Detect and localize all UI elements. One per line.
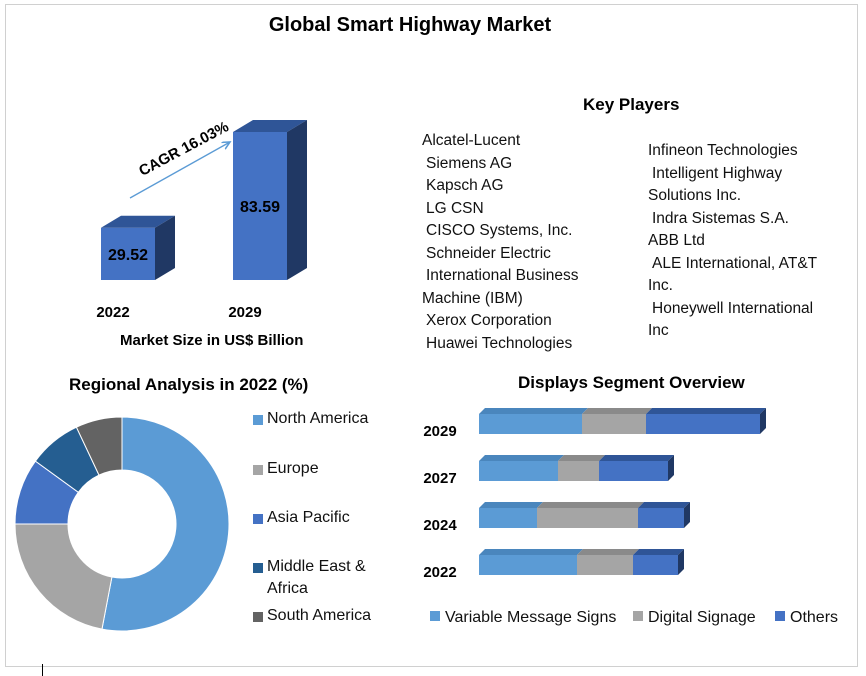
segment-bar-side-2024 <box>684 502 690 528</box>
key-player-right-6: Inc. <box>648 277 673 294</box>
bar-front-2029 <box>233 132 287 280</box>
main-title: Global Smart Highway Market <box>268 14 552 36</box>
segment-bar-top-2022-1 <box>577 549 639 555</box>
segment-bar-2024-variable-message-signs <box>479 508 537 528</box>
segment-bar-top-2027-1 <box>558 455 605 461</box>
segment-bar-top-2024-1 <box>537 502 644 508</box>
key-player-left-4: CISCO Systems, Inc. <box>426 222 573 239</box>
segment-bar-top-2024-2 <box>638 502 690 508</box>
key-player-left-0: Alcatel-Lucent <box>422 132 521 149</box>
bar-year-label-2029: 2029 <box>228 304 261 321</box>
legend-swatch-asia-pacific <box>253 514 263 524</box>
legend-swatch-south-america <box>253 612 263 622</box>
segment-bar-side-2027 <box>668 455 674 481</box>
donut-slice-north-america <box>101 416 230 632</box>
segment-year-label-2024: 2024 <box>423 517 457 534</box>
segment-bar-top-2027-2 <box>599 455 674 461</box>
segment-bar-2029-variable-message-signs <box>479 414 582 434</box>
legend-swatch-north-america <box>253 415 263 425</box>
bar-front-2022 <box>101 227 155 280</box>
key-players-right-list: Infineon Technologies Intelligent Highway… <box>648 140 817 343</box>
key-player-right-4: ABB Ltd <box>648 232 705 249</box>
segment-bar-2024-others <box>638 508 684 528</box>
key-player-left-7: Machine (IBM) <box>422 289 523 307</box>
key-player-right-3: Indra Sistemas S.A. <box>652 209 789 227</box>
segment-legend-label-digital: Digital Signage <box>648 609 756 626</box>
bar-value-label-2022: 29.52 <box>108 247 148 264</box>
key-player-right-7: Honeywell International <box>652 299 814 317</box>
legend-north-america: North America <box>267 410 369 427</box>
segment-bar-2027-digital-signage <box>558 461 599 481</box>
key-players-title: Key Players <box>583 95 680 114</box>
segment-legend-label-others: Others <box>790 609 839 626</box>
key-player-right-0: Infineon Technologies <box>648 142 798 159</box>
segment-bar-top-2029-0 <box>479 408 588 414</box>
bar-year-label-2022: 2022 <box>96 304 129 321</box>
key-player-left-9: Huawei Technologies <box>426 334 573 352</box>
segment-bar-top-2022-2 <box>633 549 684 555</box>
legend-europe: Europe <box>267 460 319 477</box>
segment-bar-top-2029-2 <box>646 408 766 414</box>
segment-legend-label-vms: Variable Message Signs <box>445 609 617 626</box>
segment-bar-side-2022 <box>678 549 684 575</box>
segment-bar-side-2029 <box>760 408 766 434</box>
segment-legend-others: Others <box>775 609 838 627</box>
chart-frame <box>5 4 858 667</box>
cagr-arrow <box>129 142 230 199</box>
legend-south-america: South America <box>267 607 372 624</box>
segment-bar-top-2022-0 <box>479 549 583 555</box>
key-player-right-8: Inc <box>648 322 669 339</box>
segment-bar-top-2024-0 <box>479 502 543 508</box>
segment-bar-2022-digital-signage <box>577 555 633 575</box>
key-player-right-2: Solutions Inc. <box>648 187 742 204</box>
segment-year-label-2027: 2027 <box>423 470 456 487</box>
segment-bar-2027-variable-message-signs <box>479 461 558 481</box>
key-players-left-list: Alcatel-Lucent Siemens AG Kapsch AG LG CSN C… <box>422 130 579 355</box>
key-player-left-1: Siemens AG <box>426 154 513 172</box>
legend-middle-east-line2: Africa <box>267 580 308 597</box>
key-player-left-3: LG CSN <box>426 199 484 217</box>
segment-year-label-2029: 2029 <box>423 423 456 440</box>
key-player-right-5: ALE International, AT&T <box>652 254 818 272</box>
segment-year-label-2022: 2022 <box>423 564 456 581</box>
bar-top-2029 <box>233 120 307 132</box>
key-player-right-1: Intelligent Highway <box>652 164 783 182</box>
legend-swatch-europe <box>253 465 263 475</box>
key-player-left-2: Kapsch AG <box>426 177 504 194</box>
segment-bar-top-2027-0 <box>479 455 564 461</box>
corner-tick <box>42 664 43 676</box>
key-player-left-6: International Business <box>426 267 579 284</box>
legend-asia-pacific: Asia Pacific <box>267 509 350 526</box>
segment-legend-swatch-digital <box>633 610 643 621</box>
regional-title: Regional Analysis in 2022 (%) <box>69 375 309 394</box>
legend-swatch-middle-east-africa <box>253 563 263 573</box>
donut-slice-europe <box>14 523 113 630</box>
bar-side-2022 <box>155 215 175 280</box>
bar-top-2022 <box>101 215 175 228</box>
donut-slice-south-america <box>75 416 123 476</box>
segment-legend-vms: Variable Message Signs <box>430 609 616 627</box>
key-player-left-8: Xerox Corporation <box>426 312 552 329</box>
segment-bar-2022-variable-message-signs <box>479 555 577 575</box>
market-size-xlabel: Market Size in US$ Billion <box>120 332 304 349</box>
segment-bar-2024-digital-signage <box>537 508 638 528</box>
segment-bar-2022-others <box>633 555 678 575</box>
segment-legend-digital: Digital Signage <box>633 609 756 627</box>
segment-bar-2027-others <box>599 461 668 481</box>
segment-bar-2029-digital-signage <box>582 414 646 434</box>
segment-legend-swatch-others <box>775 610 785 621</box>
bar-side-2029 <box>287 120 307 280</box>
legend-middle-east-line1: Middle East & <box>267 558 366 575</box>
segment-bar-top-2029-1 <box>582 408 652 414</box>
segment-title: Displays Segment Overview <box>518 373 745 392</box>
bar-value-label-2029: 83.59 <box>240 199 280 216</box>
key-player-left-5: Schneider Electric <box>426 244 551 262</box>
segment-legend-swatch-vms <box>430 610 440 621</box>
segment-bar-2029-others <box>646 414 760 434</box>
